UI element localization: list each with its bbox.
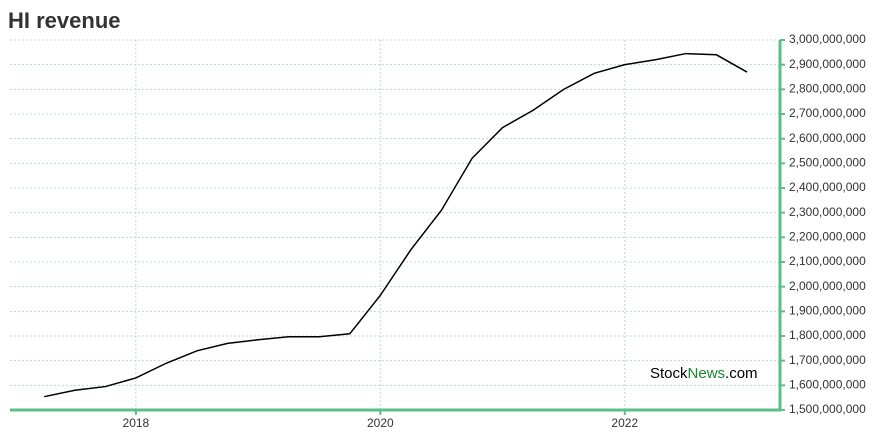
y-tick-label: 2,100,000,000	[789, 254, 866, 268]
watermark-part: Stock	[650, 365, 688, 382]
y-tick-label: 3,000,000,000	[789, 32, 866, 46]
y-tick-label: 2,800,000,000	[789, 82, 866, 96]
y-tick-label: 2,200,000,000	[789, 230, 866, 244]
line	[44, 52, 748, 398]
y-tick-label: 2,900,000,000	[789, 57, 866, 71]
x-tick-label: 2022	[611, 416, 638, 430]
y-tick-label: 1,500,000,000	[789, 402, 866, 416]
chart-title: HI revenue	[8, 8, 121, 33]
y-tick-label: 1,900,000,000	[789, 304, 866, 318]
y-tick-label: 2,600,000,000	[789, 131, 866, 145]
watermark-part: News	[688, 365, 726, 382]
x-tick-label: 2018	[123, 416, 150, 430]
y-tick-label: 2,700,000,000	[789, 106, 866, 120]
y-tick-label: 1,800,000,000	[789, 328, 866, 342]
watermark-part: .com	[725, 365, 758, 382]
x-tick-label: 2020	[367, 416, 394, 430]
y-tick-label: 2,400,000,000	[789, 180, 866, 194]
watermark: StockNews.com	[650, 365, 758, 382]
y-tick-label: 2,000,000,000	[789, 279, 866, 293]
y-tick-label: 1,700,000,000	[789, 353, 866, 367]
y-tick-label: 1,600,000,000	[789, 378, 866, 392]
y-tick-label: 2,500,000,000	[789, 156, 866, 170]
y-tick-label: 2,300,000,000	[789, 205, 866, 219]
